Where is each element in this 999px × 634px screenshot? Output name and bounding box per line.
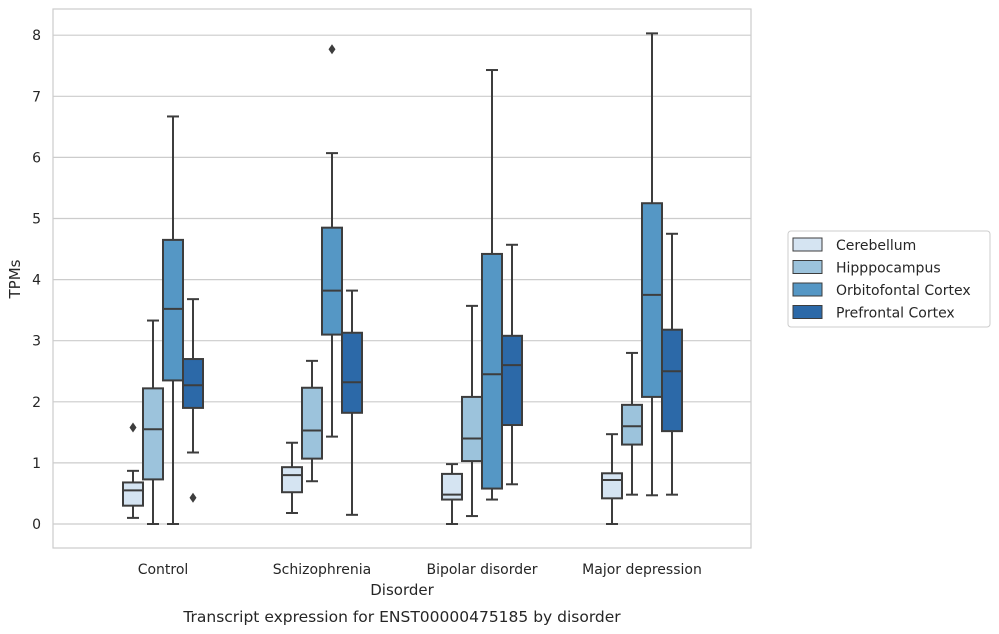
legend-swatch — [792, 282, 823, 297]
y-tick-label: 6 — [32, 150, 41, 166]
y-tick-label: 3 — [32, 334, 41, 350]
box — [142, 319, 164, 525]
y-tick-label: 1 — [32, 456, 41, 472]
y-axis-label: TPMs — [6, 259, 24, 299]
box-body — [601, 472, 623, 500]
box-body — [182, 358, 204, 409]
x-axis-ticks: Control Schizophrenia Bipolar disorder Majo… — [138, 562, 702, 578]
y-tick-label: 5 — [32, 212, 41, 228]
box — [301, 359, 323, 483]
box — [461, 304, 483, 518]
y-tick-label: 7 — [32, 89, 41, 105]
plot-frame — [52, 8, 752, 549]
outlier-point — [328, 44, 336, 55]
box — [122, 422, 144, 519]
legend-frame — [787, 230, 991, 328]
legend-label: Hipppocampus — [836, 261, 941, 277]
box-body — [281, 466, 303, 494]
box — [321, 44, 343, 438]
x-tick-label: Major depression — [582, 562, 702, 578]
legend-label: Prefrontal Cortex — [836, 306, 955, 322]
outlier-point — [189, 492, 197, 503]
box-body — [661, 328, 683, 433]
box — [341, 289, 363, 516]
box — [182, 298, 204, 503]
box-body — [162, 238, 184, 382]
legend-label: Cerebellum — [836, 238, 916, 254]
box — [162, 115, 184, 525]
y-tick-label: 2 — [32, 395, 41, 411]
box — [501, 243, 523, 486]
box-body — [321, 226, 343, 336]
box — [441, 463, 463, 525]
box-body — [441, 472, 463, 501]
legend-swatch — [792, 260, 823, 274]
legend: Cerebellum Hipppocampus Orbitofontal Corte… — [787, 230, 991, 328]
y-tick-label: 0 — [32, 517, 41, 533]
legend-swatch — [792, 305, 823, 319]
outlier-point — [129, 422, 137, 433]
x-tick-label: Bipolar disorder — [426, 562, 537, 578]
box-body — [301, 386, 323, 460]
chart-caption: Transcript expression for ENST0000047518… — [182, 608, 621, 626]
box — [641, 32, 663, 497]
box — [281, 441, 303, 515]
y-axis-ticks: 0 1 2 3 4 5 6 7 8 — [32, 28, 41, 533]
x-axis-label: Disorder — [370, 581, 434, 599]
box-body — [142, 387, 164, 481]
box — [601, 433, 623, 525]
x-tick-label: Schizophrenia — [273, 562, 371, 578]
box — [621, 351, 643, 496]
box-series — [122, 32, 683, 525]
y-tick-label: 8 — [32, 28, 41, 44]
box-body — [621, 403, 643, 446]
y-tick-label: 4 — [32, 273, 41, 289]
box-body — [122, 481, 144, 507]
box-body — [481, 252, 503, 490]
box-body — [641, 202, 663, 398]
legend-swatch — [792, 237, 823, 252]
box — [481, 69, 503, 501]
x-tick-label: Control — [138, 562, 189, 578]
box — [661, 232, 683, 496]
box-body — [501, 334, 523, 427]
legend-label: Orbitofontal Cortex — [836, 283, 971, 299]
box-body — [341, 331, 363, 414]
box-body — [461, 395, 483, 463]
